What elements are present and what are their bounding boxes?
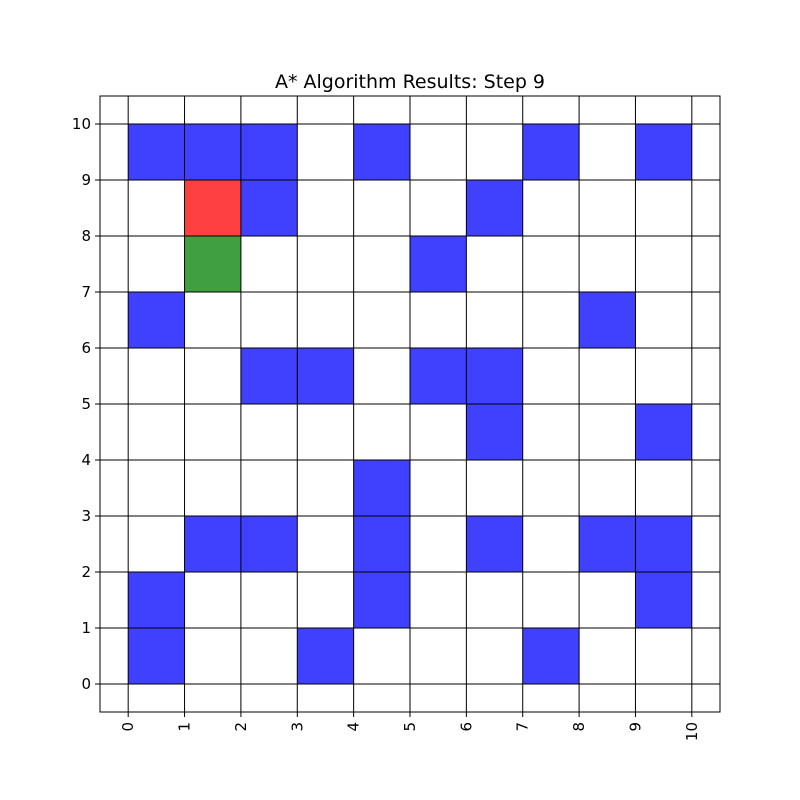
obstacle-cell: [128, 572, 185, 628]
x-tick-label: 1: [176, 722, 194, 732]
y-tick-label: 9: [81, 171, 91, 189]
obstacle-cell: [635, 124, 692, 180]
obstacle-cell: [522, 628, 580, 684]
obstacle-cell: [240, 516, 298, 572]
obstacle-cell: [184, 516, 241, 572]
grid-lines: [100, 96, 720, 712]
obstacle-cell: [522, 124, 580, 180]
obstacle-cell: [353, 516, 410, 572]
obstacle-cell: [635, 516, 692, 572]
y-tick-label: 10: [72, 115, 91, 133]
obstacle-cell: [128, 628, 185, 684]
y-tick-label: 8: [81, 227, 91, 245]
obstacle-cell: [128, 292, 185, 348]
obstacle-cell: [240, 180, 298, 236]
y-axis-ticks: 0 1 2 3 4 5 6 7 8 9 10: [72, 115, 100, 693]
y-tick-label: 3: [81, 507, 91, 525]
x-tick-label: 4: [345, 722, 363, 732]
y-tick-label: 2: [81, 563, 91, 581]
obstacle-cell: [466, 348, 523, 404]
y-tick-label: 1: [81, 619, 91, 637]
x-axis-ticks: 0 1 2 3 4 5 6 7 8 9 10: [119, 712, 701, 741]
obstacle-cell: [240, 348, 298, 404]
x-tick-label: 9: [626, 722, 644, 732]
y-tick-label: 5: [81, 395, 91, 413]
x-tick-label: 6: [457, 722, 475, 732]
obstacle-cell: [635, 572, 692, 628]
obstacle-cell: [353, 124, 410, 180]
y-tick-label: 0: [81, 675, 91, 693]
obstacle-cell: [410, 236, 467, 292]
obstacle-cell: [184, 124, 241, 180]
obstacle-cell: [579, 516, 636, 572]
y-tick-label: 4: [81, 451, 91, 469]
y-tick-label: 7: [81, 283, 91, 301]
chart-title: A* Algorithm Results: Step 9: [275, 71, 545, 93]
start-cell: [184, 236, 241, 292]
obstacle-cell: [240, 124, 298, 180]
obstacle-cell: [579, 292, 636, 348]
obstacle-cell: [466, 180, 523, 236]
x-tick-label: 10: [683, 722, 701, 741]
grid-cells: [128, 124, 692, 684]
obstacle-cell: [297, 628, 354, 684]
x-tick-label: 3: [288, 722, 306, 732]
current-cell: [184, 180, 241, 236]
obstacle-cell: [353, 460, 410, 516]
obstacle-cell: [466, 404, 523, 460]
obstacle-cell: [466, 516, 523, 572]
y-tick-label: 6: [81, 339, 91, 357]
x-tick-label: 2: [232, 722, 250, 732]
x-tick-label: 8: [570, 722, 588, 732]
obstacle-cell: [128, 124, 185, 180]
obstacle-cell: [353, 572, 410, 628]
obstacle-cell: [635, 404, 692, 460]
obstacle-cell: [410, 348, 467, 404]
x-tick-label: 0: [119, 722, 137, 732]
x-tick-label: 5: [401, 722, 419, 732]
obstacle-cell: [297, 348, 354, 404]
x-tick-label: 7: [514, 722, 532, 732]
